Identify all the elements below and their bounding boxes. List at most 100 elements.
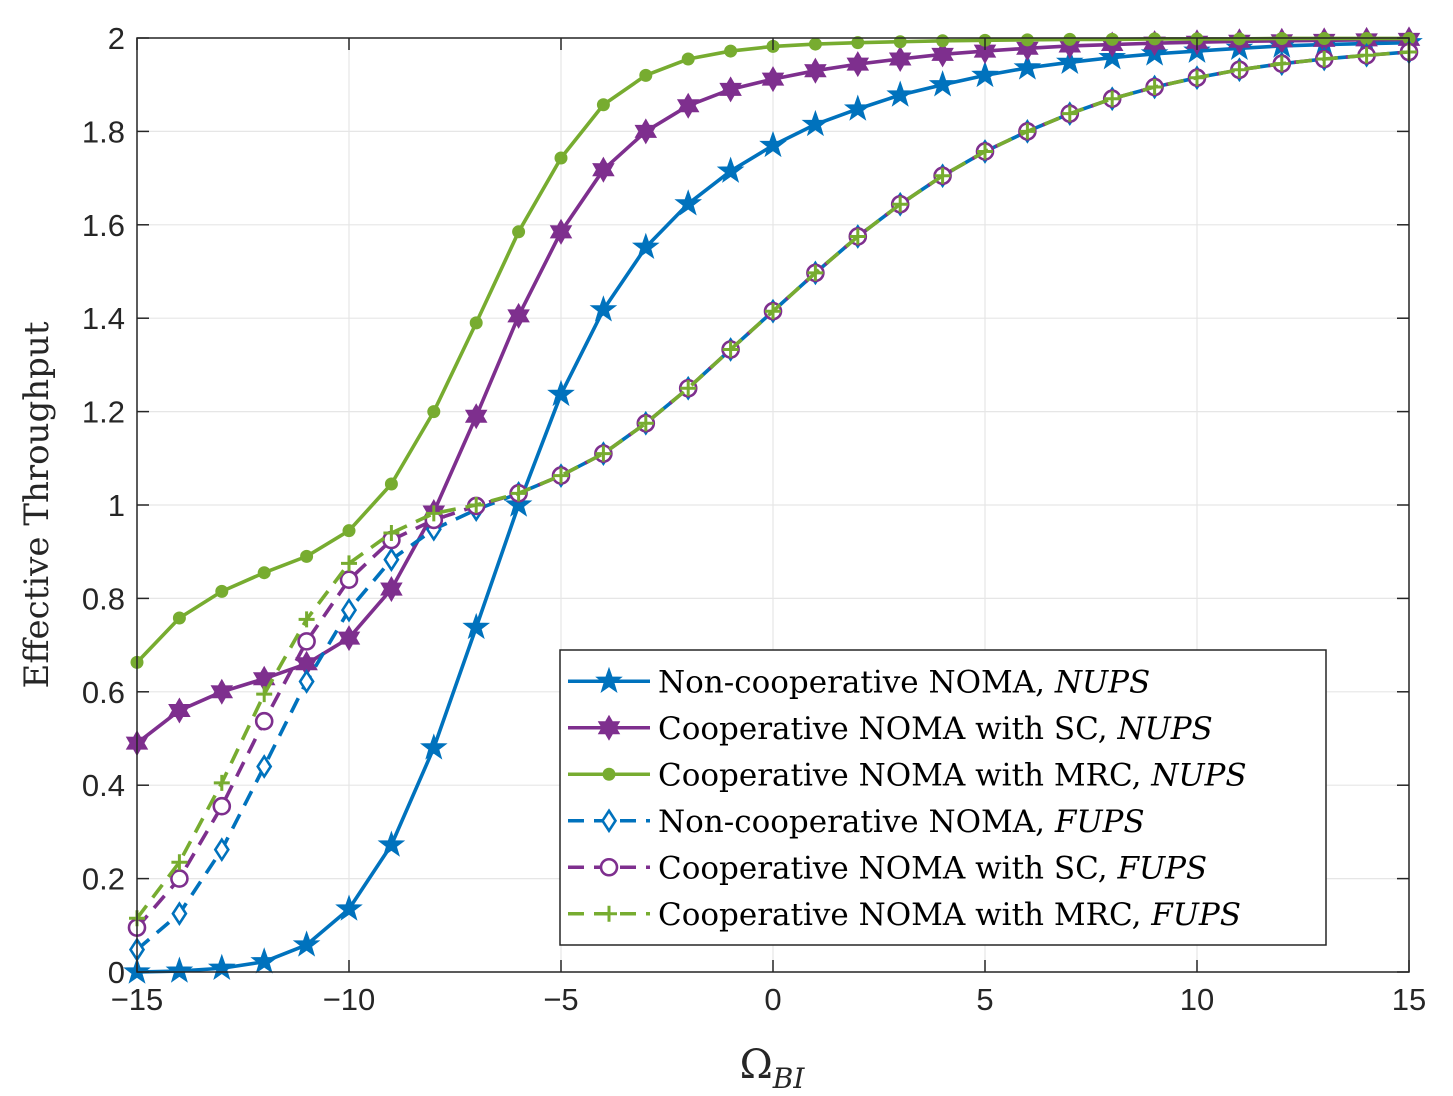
- data-point: [171, 854, 188, 871]
- legend-label-scheme: NUPS: [1054, 664, 1150, 700]
- data-point: [377, 830, 406, 857]
- y-tick-label: 1.6: [82, 208, 125, 243]
- data-point: [215, 584, 229, 598]
- data-point: [1055, 47, 1084, 75]
- legend-box: [559, 649, 1327, 946]
- data-point: [380, 576, 403, 603]
- data-point: [804, 57, 827, 84]
- data-point: [298, 669, 315, 694]
- data-point: [1061, 105, 1078, 122]
- legend-label-name: Non-cooperative NOMA,: [658, 804, 1055, 840]
- data-point: [846, 51, 870, 78]
- data-point: [168, 697, 191, 724]
- y-tick-label: 1.8: [82, 114, 125, 149]
- x-tick-label: 0: [764, 982, 781, 1017]
- data-point: [888, 46, 912, 73]
- legend-marker: [599, 857, 619, 877]
- data-point: [1063, 32, 1077, 46]
- x-axis-title: ΩBI: [740, 1042, 806, 1095]
- data-point: [1232, 32, 1246, 46]
- data-point: [801, 109, 830, 137]
- data-point: [256, 754, 273, 779]
- legend-label: Cooperative NOMA with MRC, FUPS: [658, 897, 1241, 933]
- data-point: [207, 953, 236, 981]
- legend: Non-cooperative NOMA, NUPS Cooperative NO…: [559, 649, 1327, 946]
- legend-label-scheme: NUPS: [1150, 757, 1246, 793]
- data-point: [973, 38, 997, 65]
- data-point: [213, 774, 230, 791]
- y-tick-label: 0.4: [82, 768, 125, 803]
- data-point: [212, 796, 232, 816]
- data-point: [464, 403, 488, 430]
- data-point: [676, 92, 700, 119]
- data-point: [165, 956, 194, 983]
- data-point: [931, 41, 954, 68]
- data-point: [1020, 33, 1034, 47]
- data-point: [250, 947, 279, 974]
- data-point: [596, 98, 610, 112]
- data-point: [1316, 51, 1333, 68]
- data-point: [339, 570, 359, 590]
- data-point: [639, 68, 653, 82]
- data-point: [886, 80, 915, 107]
- data-point: [383, 525, 400, 542]
- data-point: [1273, 55, 1290, 72]
- data-point: [553, 467, 569, 484]
- legend-label-name: Cooperative NOMA with SC,: [658, 711, 1117, 747]
- data-point: [1104, 90, 1121, 107]
- data-point: [724, 44, 738, 58]
- data-point: [419, 733, 448, 760]
- data-point: [549, 218, 573, 245]
- y-tick-label: 0: [108, 955, 125, 990]
- legend-label: Cooperative NOMA with SC, FUPS: [658, 850, 1207, 886]
- data-point: [934, 167, 951, 184]
- data-point: [680, 380, 697, 397]
- data-point: [595, 445, 612, 462]
- data-point: [971, 60, 999, 88]
- data-point: [1146, 79, 1163, 96]
- data-point: [716, 156, 745, 183]
- y-tick-label: 1.2: [82, 395, 125, 430]
- data-point: [384, 477, 398, 491]
- data-point: [257, 566, 271, 580]
- data-point: [843, 94, 872, 121]
- x-tick-label: 10: [1180, 982, 1214, 1017]
- legend-label-name: Non-cooperative NOMA,: [658, 664, 1055, 700]
- data-point: [977, 143, 993, 160]
- x-tick-label: −10: [323, 982, 376, 1017]
- legend-item: Non-cooperative NOMA, NUPS: [568, 664, 1150, 700]
- data-point: [1013, 53, 1042, 80]
- data-point: [292, 930, 321, 957]
- data-point: [512, 225, 526, 239]
- data-point: [297, 632, 316, 651]
- data-point: [172, 611, 186, 625]
- data-point: [1358, 47, 1375, 64]
- data-point: [254, 711, 274, 731]
- data-point: [631, 232, 660, 259]
- legend-label-name: Cooperative NOMA with MRC,: [658, 897, 1151, 933]
- legend-label-scheme: FUPS: [1150, 897, 1241, 933]
- data-point: [171, 901, 188, 927]
- y-axis-title: Effective Throughput: [17, 321, 57, 688]
- data-point: [335, 894, 363, 921]
- data-point: [425, 505, 442, 522]
- data-point: [170, 869, 189, 888]
- data-point: [507, 302, 530, 329]
- series-6: [129, 44, 1417, 927]
- data-point: [634, 118, 658, 145]
- y-tick-label: 0.2: [82, 862, 125, 897]
- data-point: [337, 625, 361, 652]
- data-point: [807, 264, 824, 281]
- data-point: [383, 547, 400, 573]
- y-tick-label: 1.4: [82, 301, 125, 336]
- y-tick-label: 0.8: [82, 581, 125, 616]
- data-point: [210, 678, 234, 705]
- legend-marker: [601, 905, 617, 922]
- x-axis-ticks: −15 −10 −5 0 5 10 15: [111, 38, 1426, 1017]
- data-point: [510, 485, 527, 502]
- legend-marker: [595, 666, 623, 694]
- legend-label-scheme: FUPS: [1054, 804, 1145, 840]
- data-point: [469, 316, 483, 330]
- data-point: [547, 379, 575, 407]
